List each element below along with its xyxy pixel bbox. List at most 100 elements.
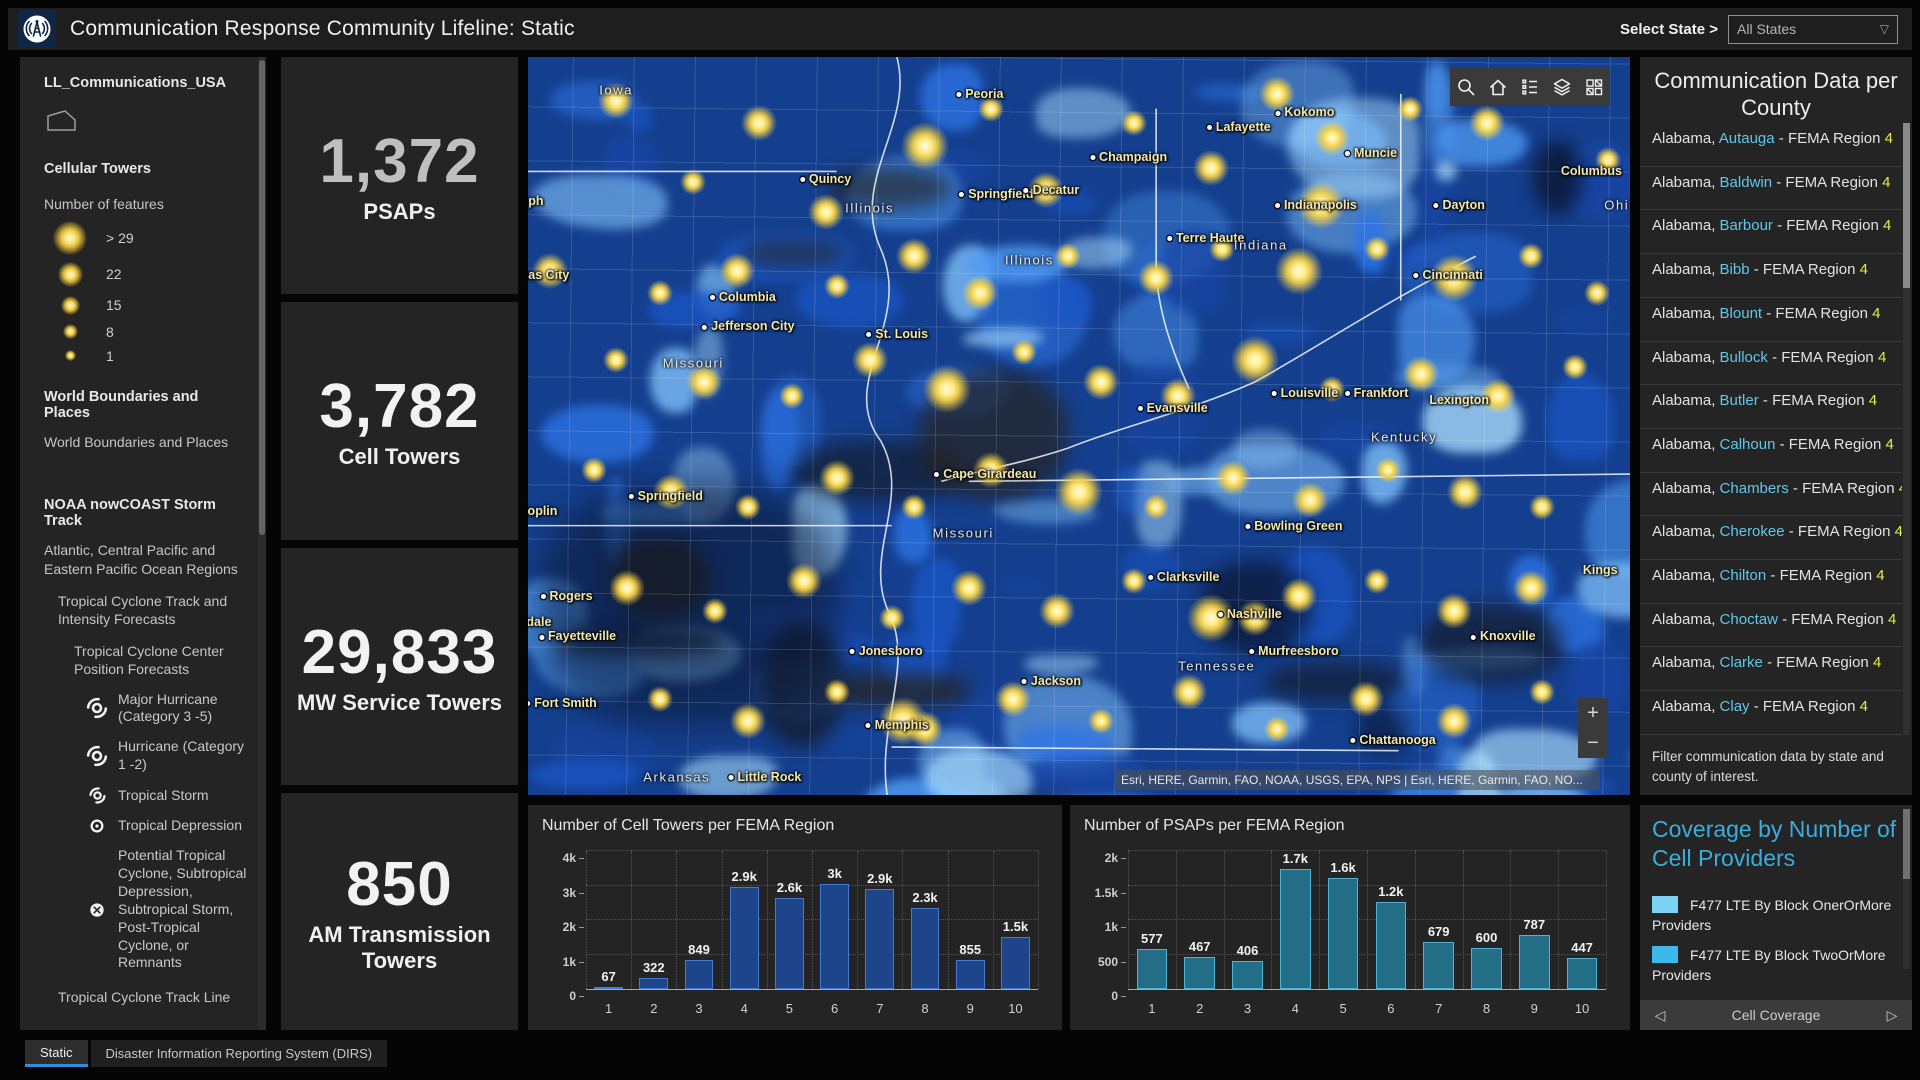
- bar: [774, 897, 804, 989]
- coverage-blob: [965, 245, 1069, 282]
- home-icon[interactable]: [1483, 72, 1513, 102]
- map-cell-tower-dot: [1171, 673, 1208, 710]
- county-list-item[interactable]: Alabama, Autauga - FEMA Region 4: [1640, 123, 1902, 167]
- fema-region-number: 4: [1868, 392, 1878, 410]
- map-city-label: Bowling Green: [1245, 519, 1342, 533]
- fema-region-number: 4: [1872, 304, 1881, 322]
- map-city-label: Lexington: [1429, 393, 1490, 408]
- coverage-blob: [1124, 362, 1202, 460]
- coverage-blob: [962, 328, 1044, 347]
- county-list-scrollbar[interactable]: [1903, 123, 1910, 735]
- map-cell-tower-dot: [1010, 339, 1037, 366]
- city-dot-icon: [709, 295, 715, 301]
- map-city-label: Murfreesboro: [1249, 644, 1339, 658]
- basemap-icon[interactable]: [1579, 72, 1609, 102]
- tower-glow-icon: [44, 350, 96, 362]
- x-axis-tick-label: 1: [1148, 1001, 1156, 1016]
- bar: [910, 907, 940, 989]
- coverage-blob: [993, 498, 1097, 525]
- map-city-label: St. Louis: [866, 327, 928, 341]
- county-list-item[interactable]: Alabama, Butler - FEMA Region 4: [1640, 385, 1902, 429]
- pager-prev-icon[interactable]: ◁: [1654, 1006, 1666, 1023]
- map-cell-tower-dot: [609, 570, 646, 607]
- map-cell-tower-dot: [807, 193, 844, 230]
- fema-region-text: - FEMA Region: [1762, 654, 1873, 672]
- bar-data-label: 787: [1523, 916, 1546, 932]
- county-list-item[interactable]: Alabama, Calhoun - FEMA Region 4: [1640, 429, 1902, 473]
- coverage-scrollbar[interactable]: [1903, 809, 1910, 969]
- map-cell-tower-dot: [1468, 105, 1505, 142]
- coverage-blob: [917, 729, 986, 795]
- county-list-item[interactable]: Alabama, Bullock - FEMA Region 4: [1640, 342, 1902, 386]
- county-list-item[interactable]: Alabama, Clay - FEMA Region 4: [1640, 691, 1902, 735]
- zoom-in-button[interactable]: +: [1587, 701, 1599, 724]
- coverage-blob: [752, 659, 839, 722]
- county-list-item[interactable]: Alabama, Bibb - FEMA Region 4: [1640, 254, 1902, 298]
- coverage-blob: [1003, 674, 1133, 775]
- county-list-item[interactable]: Alabama, Cherokee - FEMA Region 4: [1640, 516, 1902, 561]
- state-dropdown[interactable]: All States ▽: [1728, 14, 1898, 44]
- map-cell-tower-dot: [1292, 481, 1329, 518]
- map-cell-tower-dot: [581, 457, 608, 484]
- coverage-blob: [792, 485, 847, 577]
- chart-bar-slot: 600: [1463, 851, 1511, 989]
- search-icon[interactable]: [1451, 72, 1481, 102]
- county-list-item[interactable]: Alabama, Clarke - FEMA Region 4: [1640, 647, 1902, 692]
- county-list-item[interactable]: Alabama, Baldwin - FEMA Region 4: [1640, 167, 1902, 211]
- coverage-blob: [1543, 596, 1605, 654]
- x-axis-labels: 1 2 3 4 5 6 7 8 9 10: [586, 1001, 1038, 1016]
- storm-legend-label: Hurricane (Category 1 -2): [118, 738, 245, 773]
- chart-vgridline: [631, 851, 633, 989]
- chart-hgridline: [1128, 850, 1606, 851]
- pager-next-icon[interactable]: ▷: [1886, 1006, 1898, 1023]
- county-list-item[interactable]: Alabama, Barbour - FEMA Region 4: [1640, 210, 1902, 255]
- fema-region-text: - FEMA Region: [1788, 479, 1899, 497]
- legend-scrollbar[interactable]: [258, 57, 266, 1030]
- coverage-blob: [919, 63, 983, 132]
- bar-data-label: 3k: [827, 865, 842, 881]
- county-name-text: Bibb: [1719, 261, 1750, 279]
- layers-icon[interactable]: [1547, 72, 1577, 102]
- legend-icon[interactable]: [1515, 72, 1545, 102]
- coverage-blob: [1352, 211, 1386, 274]
- city-dot-icon: [528, 700, 531, 706]
- coverage-blob: [649, 347, 696, 413]
- coverage-blob: [696, 263, 735, 318]
- bar-data-label: 2.9k: [867, 870, 893, 886]
- chart-bar-slot: 2.9k: [722, 851, 767, 989]
- coverage-blob: [1024, 654, 1098, 675]
- map-city-label: Evansville: [1137, 401, 1208, 415]
- coverage-swatch-icon: [1652, 946, 1678, 964]
- tab-static[interactable]: Static: [25, 1040, 88, 1067]
- county-list-item[interactable]: Alabama, Chambers - FEMA Region 4: [1640, 473, 1902, 517]
- y-axis-tick-label: 0: [569, 989, 584, 1003]
- county-list-item[interactable]: Alabama, Choctaw - FEMA Region 4: [1640, 604, 1902, 648]
- zoom-out-button[interactable]: −: [1587, 731, 1599, 754]
- bar: [1423, 942, 1454, 989]
- legend-panel: LL_Communications_USA Cellular Towers Nu…: [20, 57, 258, 1030]
- coverage-blob: [550, 80, 634, 121]
- tab-disaster-information-reporting-system-dirs[interactable]: Disaster Information Reporting System (D…: [90, 1040, 388, 1067]
- county-name-text: Choctaw: [1719, 610, 1778, 628]
- map-cell-tower-dot: [1396, 95, 1423, 122]
- bar: [639, 977, 669, 989]
- x-axis-tick-label: 7: [876, 1001, 884, 1016]
- county-name-text: Clarke: [1719, 654, 1763, 672]
- bar: [955, 959, 985, 989]
- map-canvas[interactable]: Iowa Peoria Lafayette Kokomo Muncie Champaign…: [528, 57, 1630, 795]
- county-list-item[interactable]: Alabama, Blount - FEMA Region 4: [1640, 298, 1902, 342]
- fema-region-number: 4: [1882, 217, 1892, 235]
- chart-vgridline: [586, 851, 587, 989]
- chart-bar-slot: 1.6k: [1319, 851, 1367, 989]
- coverage-blob: [552, 720, 653, 792]
- coverage-blob: [840, 577, 865, 634]
- map-cell-tower-dot: [1054, 243, 1081, 270]
- map-toolbar: [1450, 68, 1610, 106]
- map-city-label: Louisville: [1271, 386, 1338, 400]
- x-axis-tick-label: 8: [1482, 1001, 1491, 1016]
- x-axis-tick-label: 9: [1530, 1001, 1538, 1016]
- bar-data-label: 447: [1571, 940, 1593, 956]
- coverage-blob: [532, 175, 667, 229]
- county-list-item[interactable]: Alabama, Chilton - FEMA Region 4: [1640, 560, 1902, 604]
